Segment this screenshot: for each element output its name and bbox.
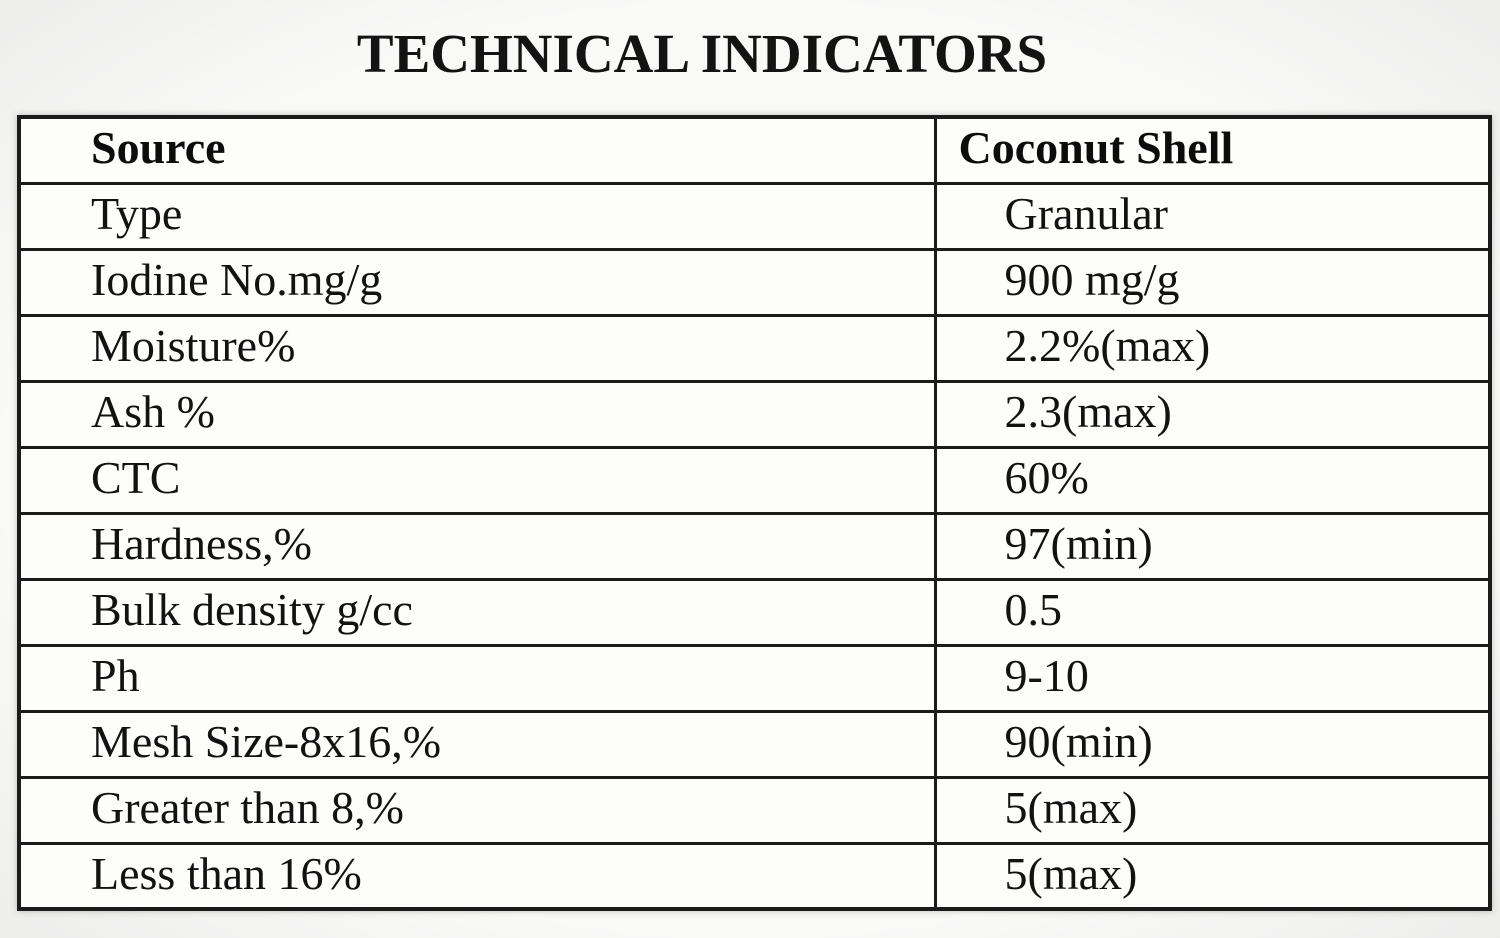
table-row: Bulk density g/cc 0.5 — [17, 577, 1492, 647]
row-label: CTC — [17, 445, 937, 515]
row-value: 60% — [933, 445, 1492, 515]
row-label: Mesh Size-8x16,% — [17, 709, 937, 779]
table-row: Mesh Size-8x16,% 90(min) — [17, 709, 1492, 779]
column-header-coconut-shell: Coconut Shell — [933, 115, 1492, 185]
row-value: 90(min) — [933, 709, 1492, 779]
row-label: Hardness,% — [17, 511, 937, 581]
row-value: 900 mg/g — [933, 247, 1492, 317]
table-row: Greater than 8,% 5(max) — [17, 775, 1492, 845]
row-label: Type — [17, 181, 937, 251]
table-row: Type Granular — [17, 181, 1492, 251]
column-header-source: Source — [17, 115, 937, 185]
technical-indicators-table: Source Coconut Shell Type Granular Iodin… — [17, 115, 1492, 911]
row-value: 5(max) — [933, 775, 1492, 845]
table-row: Moisture% 2.2%(max) — [17, 313, 1492, 383]
row-value: 9-10 — [933, 643, 1492, 713]
row-value: 2.2%(max) — [933, 313, 1492, 383]
table-row: CTC 60% — [17, 445, 1492, 515]
row-value: 5(max) — [933, 841, 1492, 911]
table-row: Ph 9-10 — [17, 643, 1492, 713]
row-value: 0.5 — [933, 577, 1492, 647]
table-header-row: Source Coconut Shell — [17, 115, 1492, 185]
row-value: 2.3(max) — [933, 379, 1492, 449]
row-label: Bulk density g/cc — [17, 577, 937, 647]
row-label: Greater than 8,% — [17, 775, 937, 845]
table-row: Hardness,% 97(min) — [17, 511, 1492, 581]
row-value: 97(min) — [933, 511, 1492, 581]
page-title: TECHNICAL INDICATORS — [356, 23, 1048, 84]
table-row: Less than 16% 5(max) — [17, 841, 1492, 911]
row-label: Ash % — [17, 379, 937, 449]
table-row: Iodine No.mg/g 900 mg/g — [17, 247, 1492, 317]
row-value: Granular — [933, 181, 1492, 251]
row-label: Iodine No.mg/g — [17, 247, 937, 317]
row-label: Moisture% — [17, 313, 937, 383]
row-label: Ph — [17, 643, 937, 713]
table-row: Ash % 2.3(max) — [17, 379, 1492, 449]
row-label: Less than 16% — [17, 841, 937, 911]
